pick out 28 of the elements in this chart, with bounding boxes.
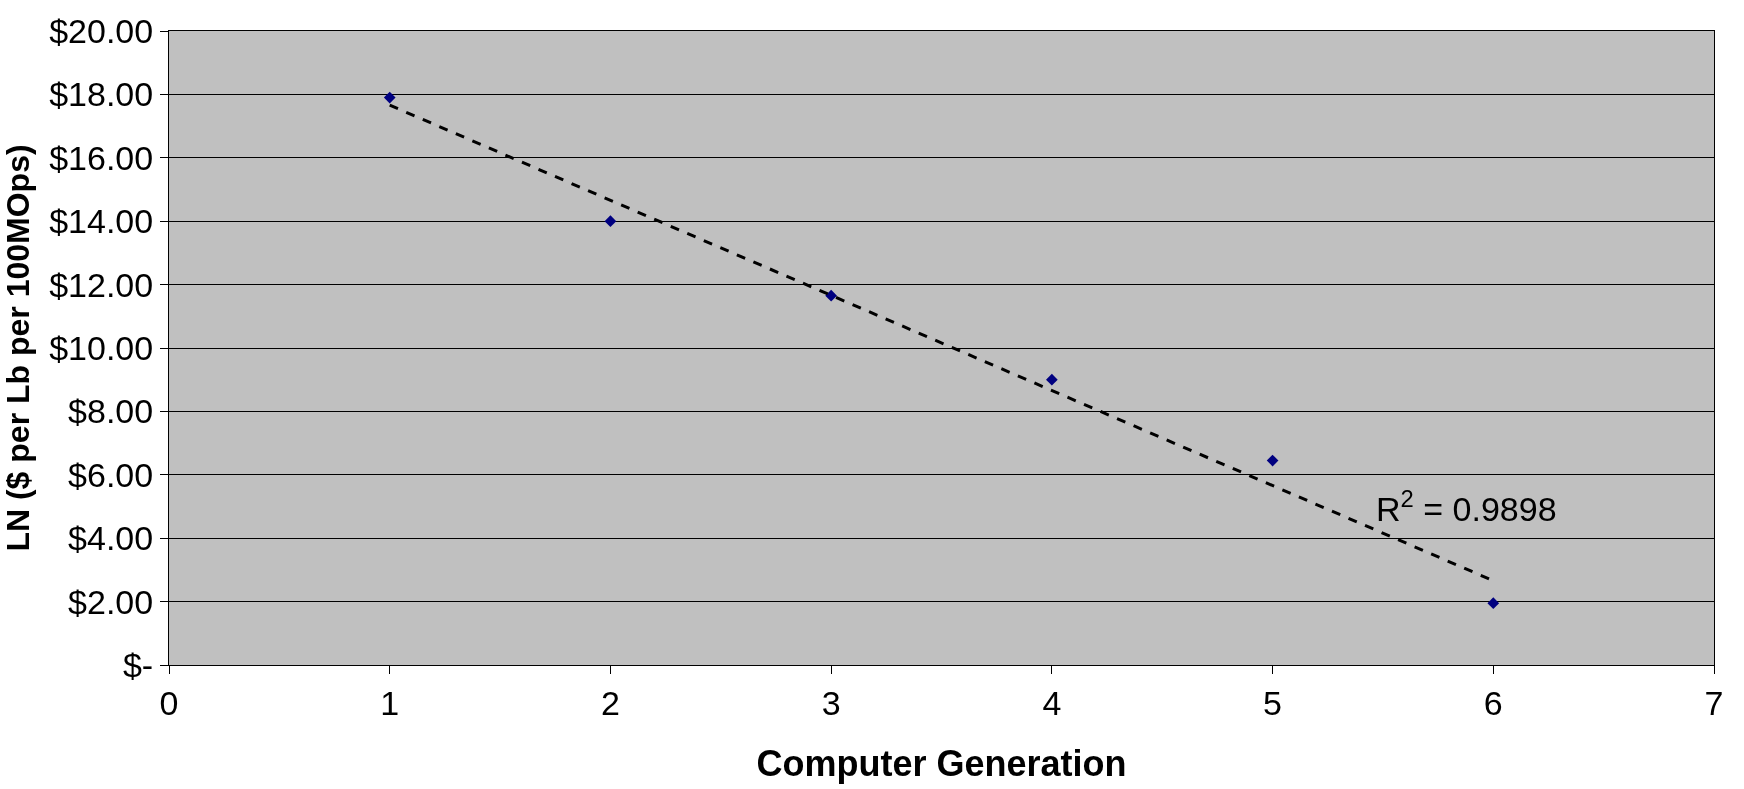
y-tick-label: $14.00	[49, 202, 154, 241]
x-axis-title: Computer Generation	[756, 743, 1127, 785]
x-tick-label: 6	[1483, 683, 1503, 722]
point	[604, 215, 617, 228]
x-tick-label: 3	[821, 683, 841, 722]
point	[383, 91, 396, 104]
y-tick-label: $18.00	[49, 75, 154, 114]
point	[1046, 373, 1058, 386]
y-tick-label: $2.00	[68, 582, 154, 621]
x-tick-label: 7	[1704, 683, 1724, 722]
y-tick-label: $20.00	[49, 11, 154, 50]
y-axis-title: LN ($ per Lb per 100MOps)	[0, 144, 36, 552]
point	[1487, 597, 1500, 610]
y-tick-label: $-	[122, 645, 154, 684]
point	[825, 289, 837, 302]
x-tick-label: 1	[380, 683, 400, 722]
y-tick-label: $8.00	[68, 392, 154, 431]
point	[1266, 454, 1279, 467]
x-tick-label: 2	[600, 683, 620, 722]
x-tick-label: 5	[1263, 683, 1283, 722]
y-tick-label: $12.00	[49, 265, 154, 304]
y-tick-label: $10.00	[49, 328, 154, 367]
y-tick-label: $4.00	[68, 519, 154, 558]
x-tick-label: 4	[1042, 683, 1062, 722]
y-tick-label: $6.00	[68, 455, 154, 494]
x-tick-label: 0	[159, 683, 179, 722]
annotation: R$^{2}$ = 0.9898	[1376, 485, 1557, 529]
y-tick-label: $16.00	[49, 138, 154, 177]
